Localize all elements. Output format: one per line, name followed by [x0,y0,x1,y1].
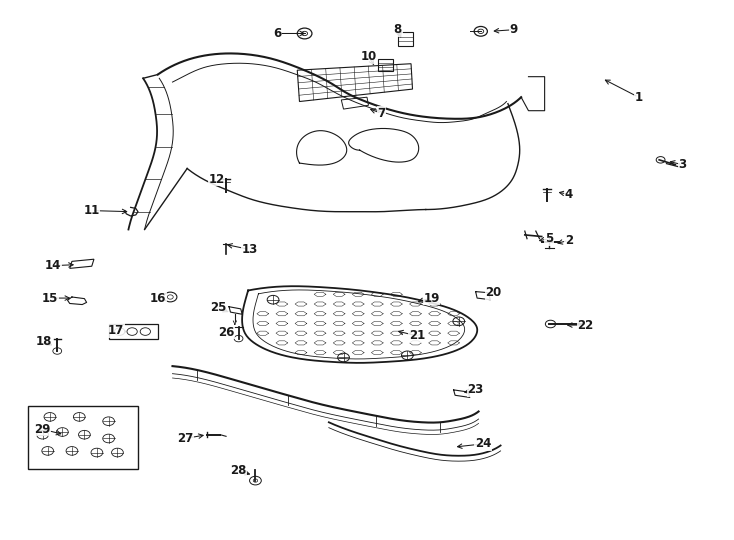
Text: 27: 27 [177,432,193,445]
Text: 28: 28 [230,464,247,477]
Text: 1: 1 [634,91,643,104]
Text: 3: 3 [678,158,687,171]
Text: 26: 26 [218,326,234,339]
Text: 20: 20 [485,286,501,299]
Text: 7: 7 [377,107,386,120]
Text: 11: 11 [84,204,100,217]
Text: 9: 9 [509,23,518,36]
Text: 13: 13 [241,243,258,256]
Text: 18: 18 [36,335,52,348]
Text: 2: 2 [564,234,573,247]
Text: 21: 21 [409,329,425,342]
Text: 19: 19 [424,292,440,305]
Text: 4: 4 [564,188,573,201]
Text: 22: 22 [578,319,594,332]
Text: 16: 16 [150,292,166,305]
Text: 24: 24 [475,437,491,450]
Text: 15: 15 [42,292,58,305]
Text: 10: 10 [360,50,377,63]
Text: 29: 29 [34,423,51,436]
Text: 23: 23 [468,383,484,396]
Text: 14: 14 [45,259,61,272]
Text: 25: 25 [211,301,227,314]
Text: 6: 6 [273,27,282,40]
Text: 5: 5 [545,232,553,245]
Text: 17: 17 [108,324,124,337]
Text: 8: 8 [393,23,402,36]
Text: 12: 12 [208,173,225,186]
